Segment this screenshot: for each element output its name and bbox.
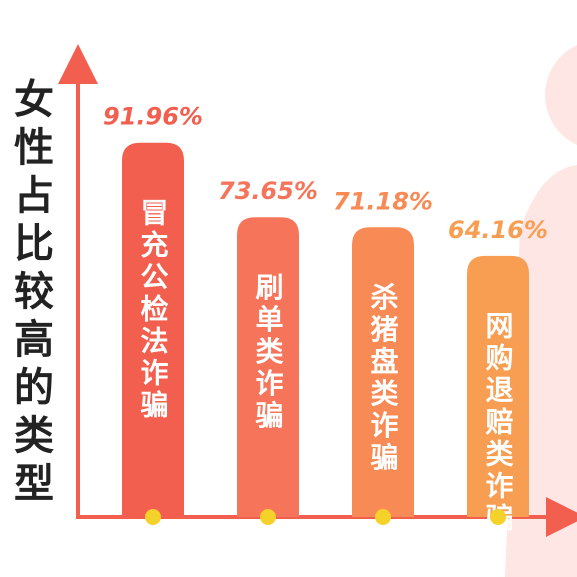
value-label: 91.96% [103, 103, 203, 131]
value-label: 64.16% [448, 216, 548, 244]
bar [352, 227, 414, 517]
value-label: 73.65% [218, 177, 318, 205]
y-axis-title: 女性占比较高的类型 [7, 78, 54, 510]
category-label: 杀猪盘类诈骗 [367, 281, 400, 474]
category-label: 冒充公检法诈骗 [137, 198, 170, 422]
bar [467, 255, 529, 517]
axis-dot [375, 509, 391, 525]
axis-dot [260, 509, 276, 525]
category-label: 刷单类诈骗 [252, 272, 285, 432]
category-label: 网购退赔类诈骗 [482, 311, 515, 535]
axis-dot [145, 509, 161, 525]
value-label: 71.18% [333, 187, 433, 215]
axis-dot [490, 509, 506, 525]
bar [122, 142, 184, 518]
bar [237, 217, 299, 517]
